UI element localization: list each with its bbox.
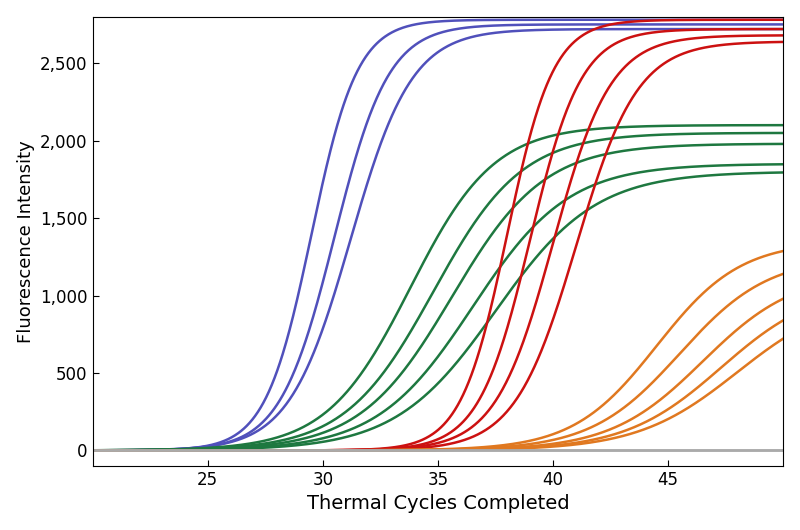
X-axis label: Thermal Cycles Completed: Thermal Cycles Completed: [306, 494, 570, 514]
Y-axis label: Fluorescence Intensity: Fluorescence Intensity: [17, 140, 34, 343]
